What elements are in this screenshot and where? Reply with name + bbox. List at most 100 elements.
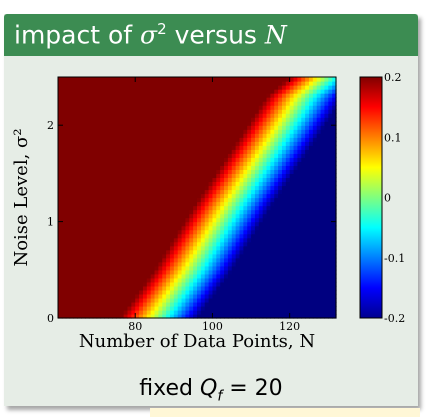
heatmap-cell	[115, 301, 121, 307]
heatmap-cell	[231, 269, 237, 275]
heatmap-cell	[216, 81, 221, 86]
heatmap-cell	[158, 289, 163, 295]
heatmap-cell	[285, 81, 291, 86]
heatmap-cell	[123, 241, 129, 247]
heatmap-cell	[235, 129, 241, 134]
heatmap-cell	[65, 301, 71, 307]
heatmap-cell	[177, 177, 183, 183]
heatmap-cell	[81, 257, 86, 263]
heatmap-cell	[243, 157, 248, 162]
heatmap-cell	[204, 209, 210, 215]
heatmap-cell	[208, 157, 214, 162]
heatmap-cell	[135, 121, 140, 126]
heatmap-cell	[119, 309, 125, 315]
heatmap-cell	[285, 173, 291, 179]
heatmap-cell	[301, 101, 306, 106]
heatmap-cell	[146, 97, 152, 102]
heatmap-cell	[150, 241, 156, 247]
heatmap-cell	[189, 273, 194, 279]
heatmap-cell	[212, 153, 217, 158]
heatmap-cell	[108, 77, 113, 82]
heatmap-cell	[88, 189, 94, 195]
heatmap-cell	[320, 177, 326, 183]
heatmap-cell	[108, 141, 113, 146]
heatmap-cell	[69, 297, 75, 303]
heatmap-cell	[96, 173, 102, 179]
heatmap-cell	[197, 145, 202, 150]
heatmap-cell	[100, 205, 105, 211]
heatmap-cell	[104, 93, 109, 98]
heatmap-cell	[169, 189, 175, 195]
heatmap-cell	[150, 109, 156, 114]
heatmap-cell	[204, 117, 210, 122]
heatmap-cell	[65, 245, 71, 251]
heatmap-cell	[154, 161, 159, 166]
heatmap-cell	[320, 229, 326, 235]
heatmap-cell	[142, 253, 148, 259]
heatmap-cell	[320, 125, 326, 130]
heatmap-cell	[166, 113, 171, 118]
heatmap-cell	[258, 105, 264, 110]
heatmap-cell	[281, 157, 287, 162]
heatmap-cell	[289, 241, 295, 247]
heatmap-cell	[112, 245, 117, 251]
heatmap-cell	[258, 297, 264, 303]
heatmap-cell	[239, 109, 244, 114]
heatmap-cell	[146, 85, 152, 90]
heatmap-cell	[262, 241, 268, 247]
heatmap-cell	[119, 265, 125, 271]
heatmap-cell	[308, 81, 314, 86]
heatmap-cell	[81, 217, 86, 223]
heatmap-cell	[239, 85, 244, 90]
heatmap-cell	[104, 225, 109, 231]
heatmap-cell	[154, 221, 159, 227]
heatmap-cell	[169, 305, 175, 311]
heatmap-cell	[266, 241, 271, 247]
heatmap-cell	[308, 193, 314, 199]
heatmap-cell	[146, 137, 152, 142]
heatmap-cell	[189, 141, 194, 146]
heatmap-cell	[266, 209, 271, 215]
heatmap-cell	[123, 181, 129, 187]
heatmap-cell	[166, 209, 171, 215]
heatmap-cell	[58, 265, 63, 271]
heatmap-cell	[316, 189, 322, 195]
heatmap-cell	[320, 197, 326, 203]
heatmap-cell	[104, 281, 109, 287]
heatmap-cell	[258, 141, 264, 146]
heatmap-cell	[146, 301, 152, 307]
heatmap-cell	[58, 93, 63, 98]
heatmap-cell	[112, 301, 117, 307]
heatmap-cell	[258, 85, 264, 90]
heatmap-cell	[85, 221, 90, 227]
heatmap-cell	[77, 217, 82, 223]
heatmap-cell	[316, 117, 322, 122]
heatmap-cell	[262, 297, 268, 303]
heatmap-cell	[332, 173, 337, 179]
heatmap-cell	[200, 117, 206, 122]
heatmap-cell	[308, 225, 314, 231]
heatmap-cell	[281, 189, 287, 195]
heatmap-cell	[115, 89, 121, 94]
heatmap-cell	[254, 117, 260, 122]
heatmap-cell	[235, 117, 241, 122]
heatmap-cell	[96, 121, 102, 126]
heatmap-cell	[65, 257, 71, 263]
heatmap-cell	[115, 177, 121, 183]
heatmap-cell	[146, 253, 152, 259]
heatmap-cell	[247, 277, 252, 283]
heatmap-cell	[131, 205, 136, 211]
heatmap-cell	[142, 193, 148, 199]
heatmap-cell	[289, 81, 295, 86]
heatmap-cell	[173, 313, 179, 319]
heatmap-cell	[142, 257, 148, 263]
heatmap-cell	[247, 189, 252, 195]
heatmap-cell	[73, 201, 78, 207]
heatmap-cell	[332, 101, 337, 106]
heatmap-cell	[320, 97, 326, 102]
heatmap-cell	[108, 129, 113, 134]
heatmap-cell	[127, 93, 132, 98]
heatmap-cell	[312, 257, 318, 263]
heatmap-cell	[173, 281, 179, 287]
heatmap-cell	[243, 241, 248, 247]
